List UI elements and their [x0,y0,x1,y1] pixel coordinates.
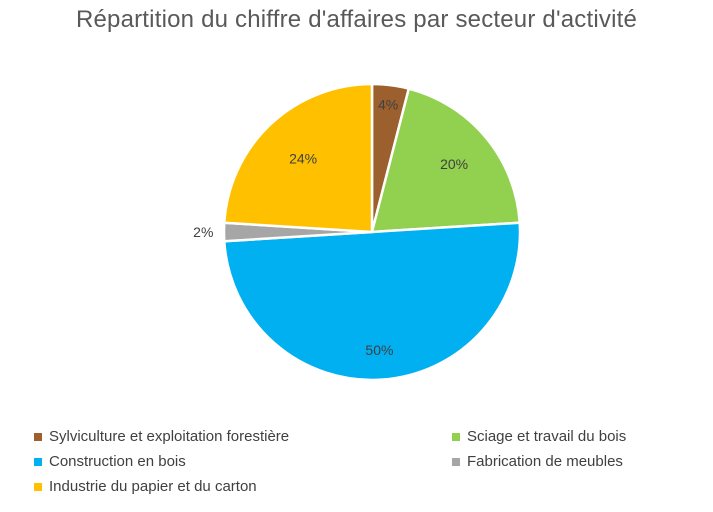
pie-slice-papier [223,82,374,234]
pie-slice-sciage [370,87,521,234]
data-label-sciage: 20% [440,156,468,172]
data-label-construction: 50% [365,342,393,358]
chart-title: Répartition du chiffre d'affaires par se… [75,6,638,33]
data-label-papier: 24% [289,151,317,167]
pie-slice-construction [223,221,522,382]
data-label-meubles: 2% [193,224,213,240]
data-label-sylviculture: 4% [378,96,398,112]
